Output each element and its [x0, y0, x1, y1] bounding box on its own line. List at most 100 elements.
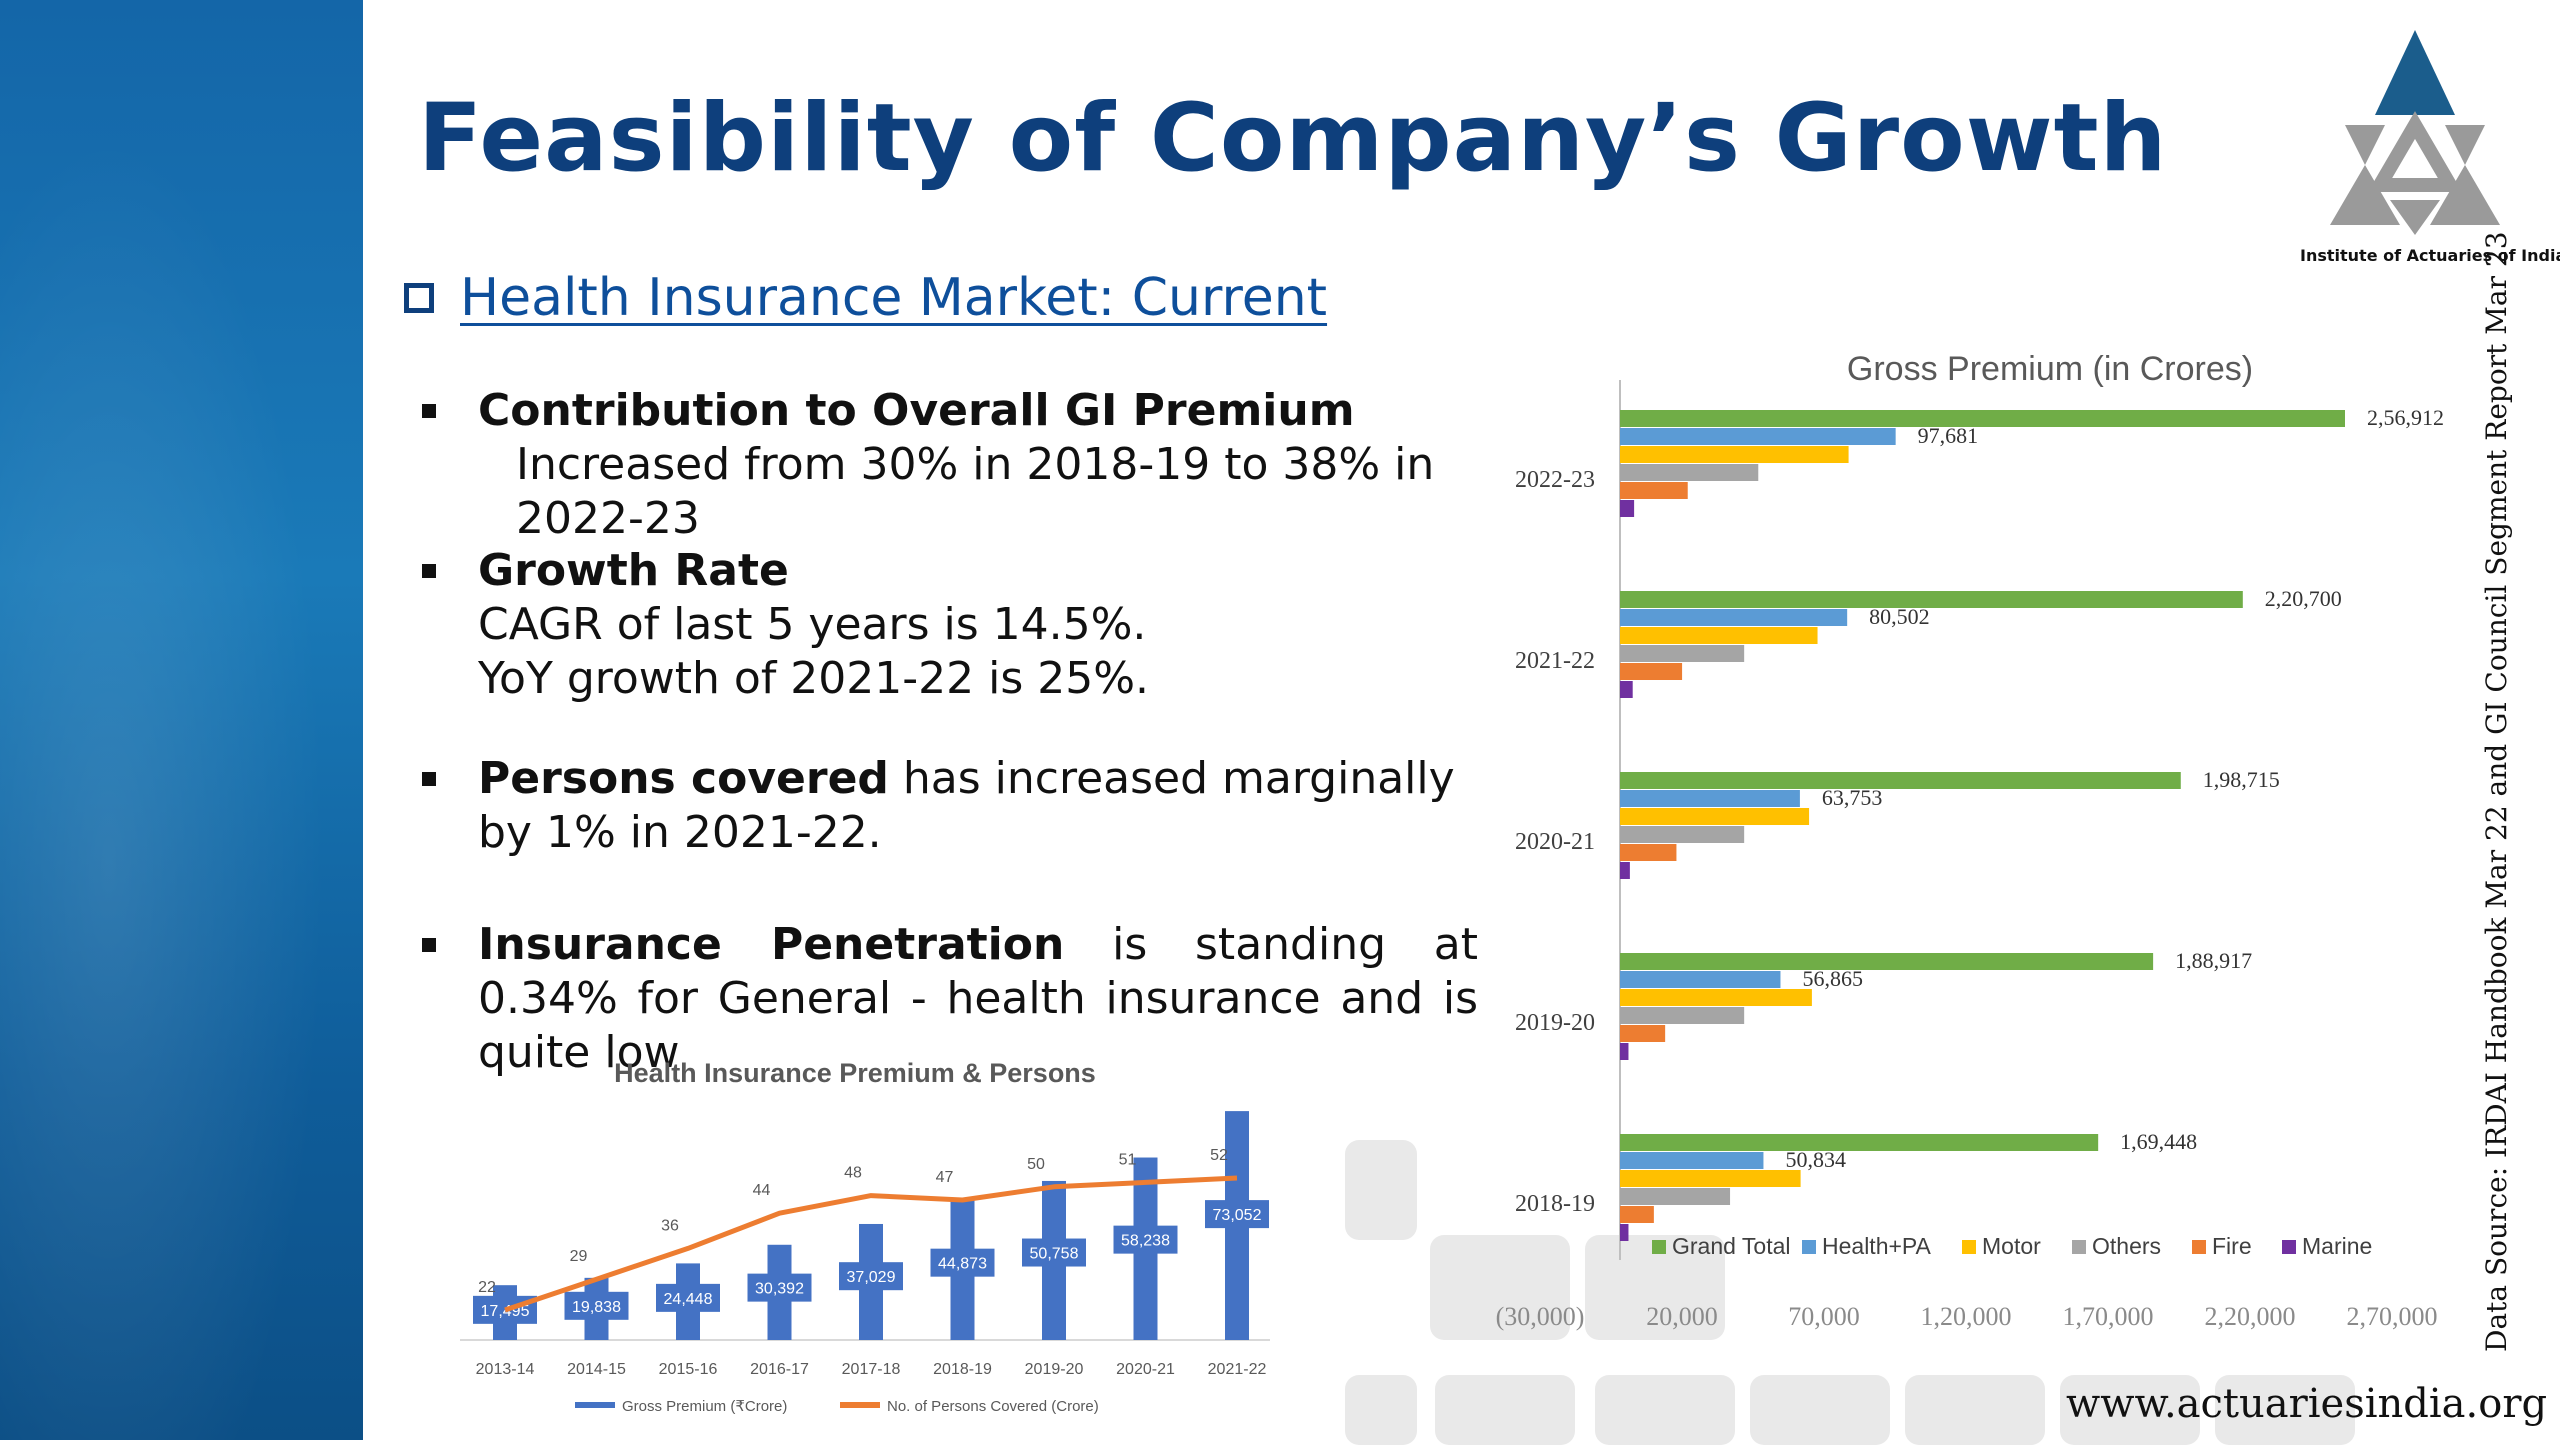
bullet-contribution: Contribution to Overall GI Premium Incre…	[418, 384, 1498, 546]
bullet-persons-covered: Persons covered has increased marginally…	[418, 752, 1498, 860]
chart-title: Health Insurance Premium & Persons	[614, 1058, 1096, 1088]
bar-others	[1620, 826, 1745, 843]
bullet-heading: Persons covered	[478, 753, 889, 804]
bullet-insurance-penetration: Insurance Penetration is standing at 0.3…	[418, 918, 1498, 1080]
data-label-box	[656, 1283, 720, 1312]
health-premium-persons-chart: Health Insurance Premium & Persons17,495…	[460, 1058, 1270, 1415]
bar-grand-total	[1620, 953, 2154, 970]
bar-marine	[1620, 500, 1635, 517]
bar-fire	[1620, 663, 1683, 680]
bar-motor	[1620, 627, 1818, 644]
data-label: 1,98,715	[2203, 767, 2280, 792]
chart-legend: Grand Total Health+PA Motor Others Fire Marin…	[1652, 1233, 2372, 1259]
website-url: www.actuariesindia.org	[2066, 1381, 2548, 1427]
category-label: 2017-18	[842, 1361, 901, 1378]
data-label: 44,873	[938, 1256, 987, 1273]
legend-label: Motor	[1982, 1233, 2041, 1259]
legend-label: Grand Total	[1672, 1233, 1790, 1259]
legend-label: No. of Persons Covered (Crore)	[887, 1398, 1099, 1415]
bullet-square-icon	[422, 404, 436, 418]
legend-label: Others	[2092, 1233, 2161, 1259]
data-label-box	[930, 1248, 995, 1277]
data-label-box	[839, 1262, 903, 1291]
bar-grand-total	[1620, 772, 2181, 789]
line-data-label: 22	[478, 1279, 496, 1296]
category-label: 2022-23	[1515, 467, 1595, 493]
data-label: 1,88,917	[2175, 948, 2252, 973]
data-label: 56,865	[1802, 966, 1863, 991]
x-tick-label: 2,70,000	[2347, 1302, 2438, 1331]
line-data-label: 29	[570, 1248, 588, 1265]
bar-health-pa	[1620, 428, 1896, 445]
legend-swatch	[575, 1402, 615, 1408]
bar-grand-total	[1620, 410, 2345, 427]
bar-others	[1620, 1007, 1745, 1024]
section-heading: Health Insurance Market: Current	[404, 268, 1327, 328]
data-label: 24,448	[664, 1291, 713, 1308]
bar-marine	[1620, 681, 1633, 698]
category-label: 2020-21	[1515, 829, 1595, 855]
legend-swatch	[840, 1402, 880, 1408]
section-heading-text: Health Insurance Market: Current	[460, 268, 1328, 328]
actuaries-logo-icon	[2330, 30, 2500, 235]
data-label-box	[747, 1273, 812, 1302]
bar-others	[1620, 464, 1759, 481]
chart-title: Gross Premium (in Crores)	[1847, 350, 2253, 388]
category-label: 2018-19	[1515, 1191, 1595, 1217]
line-data-label: 47	[936, 1169, 954, 1186]
data-label-box	[1205, 1200, 1269, 1229]
bar-marine	[1620, 1224, 1629, 1241]
checkbox-bullet-icon	[404, 283, 434, 313]
bullet-growth-rate: Growth Rate CAGR of last 5 years is 14.5…	[418, 544, 1498, 706]
bullet-text: is standing at 0.34% for General - healt…	[478, 919, 1478, 1078]
bar-motor	[1620, 808, 1810, 825]
bullet-square-icon	[422, 772, 436, 786]
line-data-label: 36	[661, 1217, 679, 1234]
category-label: 2013-14	[476, 1361, 535, 1378]
data-label: 2,56,912	[2367, 405, 2444, 430]
bar-marine	[1620, 862, 1630, 879]
bullet-line: Increased from 30% in 2018-19 to 38% in …	[516, 439, 1435, 544]
category-label: 2021-22	[1208, 1361, 1267, 1378]
bar-fire	[1620, 844, 1677, 861]
category-label: 2019-20	[1515, 1010, 1595, 1036]
bar-grand-total	[1620, 1134, 2099, 1151]
bullet-line: YoY growth of 2021-22 is 25%.	[478, 653, 1150, 704]
category-label: 2015-16	[659, 1361, 718, 1378]
legend-swatch	[1802, 1240, 1816, 1254]
bar-others	[1620, 645, 1745, 662]
data-label: 19,838	[572, 1299, 621, 1316]
legend-label: Marine	[2302, 1233, 2372, 1259]
legend-label: Gross Premium (₹Crore)	[622, 1398, 787, 1415]
legend-swatch	[2282, 1240, 2296, 1254]
data-label: 97,681	[1918, 423, 1979, 448]
bullet-heading: Growth Rate	[478, 545, 789, 596]
data-label-box	[564, 1291, 629, 1320]
data-label: 2,20,700	[2265, 586, 2342, 611]
x-tick-label: 1,70,000	[2063, 1302, 2154, 1331]
category-label: 2018-19	[933, 1361, 992, 1378]
bullet-text: has increased marginally by 1% in 2021-2…	[478, 753, 1455, 858]
bar-health-pa	[1620, 609, 1848, 626]
legend-swatch	[1962, 1240, 1976, 1254]
data-label: 30,392	[755, 1281, 804, 1298]
persons-covered-line	[504, 1175, 1238, 1313]
data-label: 37,029	[847, 1269, 896, 1286]
slide-title: Feasibility of Company’s Growth	[418, 84, 2168, 193]
x-tick-label: 2,20,000	[2205, 1302, 2296, 1331]
data-label: 63,753	[1822, 785, 1883, 810]
bar-grand-total	[1620, 591, 2243, 608]
gross-premium-chart: Gross Premium (in Crores) 2022-23 2,56,912…	[1496, 350, 2444, 1331]
x-tick-label: (30,000)	[1496, 1302, 1585, 1331]
logo-caption: Institute of Actuaries of India	[2300, 246, 2560, 265]
bullet-heading: Insurance Penetration	[478, 919, 1065, 970]
legend-swatch	[1652, 1240, 1666, 1254]
bar-motor	[1620, 1170, 1801, 1187]
data-label: 50,834	[1785, 1147, 1846, 1172]
category-label: 2020-21	[1116, 1361, 1175, 1378]
data-label-box	[1022, 1238, 1086, 1267]
category-label: 2021-22	[1515, 648, 1595, 674]
category-label: 2019-20	[1025, 1361, 1084, 1378]
legend-label: Fire	[2212, 1233, 2252, 1259]
data-label: 80,502	[1869, 604, 1930, 629]
